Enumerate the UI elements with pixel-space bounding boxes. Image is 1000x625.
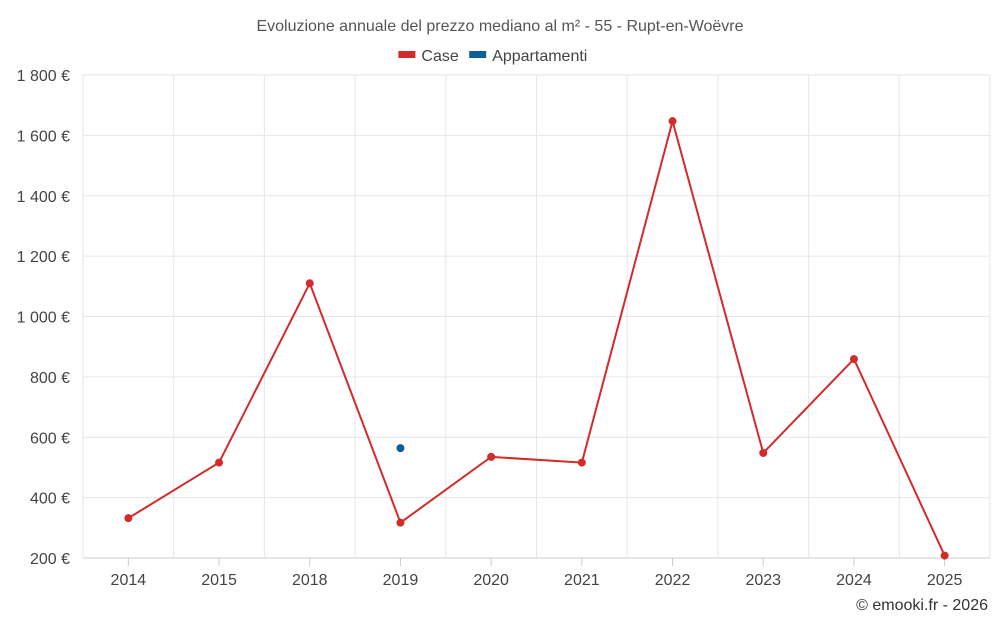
x-tick-label: 2015 — [201, 572, 237, 589]
legend-swatch — [469, 51, 487, 58]
data-point[interactable] — [215, 458, 224, 467]
legend-label[interactable]: Case — [421, 48, 458, 65]
legend: Case Appartamenti — [398, 48, 587, 65]
y-tick-label: 800 € — [30, 370, 70, 387]
x-tick-label: 2025 — [927, 572, 963, 589]
x-tick-label: 2019 — [383, 572, 419, 589]
y-tick-label: 1 800 € — [17, 68, 70, 85]
x-tick-label: 2024 — [836, 572, 872, 589]
y-tick-label: 1 600 € — [17, 128, 70, 145]
data-point[interactable] — [668, 117, 677, 126]
x-tick-label: 2023 — [745, 572, 781, 589]
y-tick-label: 600 € — [30, 430, 70, 447]
series-line-0 — [127, 117, 946, 557]
y-tick-label: 400 € — [30, 491, 70, 508]
data-point[interactable] — [396, 518, 405, 527]
y-axis: 200 € 400 € 600 € 800 € 1 000 € 1 200 € 1 400 … — [17, 68, 70, 568]
data-point[interactable] — [940, 551, 949, 560]
grid — [82, 74, 991, 559]
y-tick-label: 1 400 € — [17, 189, 70, 206]
data-point[interactable] — [305, 279, 314, 288]
data-point[interactable] — [577, 458, 586, 467]
series-layer — [124, 117, 949, 560]
x-tick-label: 2022 — [655, 572, 691, 589]
data-point[interactable] — [396, 444, 405, 453]
y-tick-label: 1 000 € — [17, 310, 70, 327]
data-point[interactable] — [849, 355, 858, 364]
x-axis: 2014 2015 2018 2019 2020 2021 2022 2023 2024 2025 — [111, 558, 963, 589]
data-point[interactable] — [487, 452, 496, 461]
x-tick-label: 2020 — [473, 572, 509, 589]
legend-label[interactable]: Appartamenti — [492, 48, 587, 65]
y-tick-label: 200 € — [30, 551, 70, 568]
x-tick-label: 2014 — [111, 572, 147, 589]
chart-title: Evoluzione annuale del prezzo mediano al… — [256, 18, 743, 35]
y-tick-label: 1 200 € — [17, 249, 70, 266]
data-point[interactable] — [124, 514, 133, 523]
credit-text: © emooki.fr - 2026 — [856, 597, 988, 614]
x-tick-label: 2021 — [564, 572, 600, 589]
x-tick-label: 2018 — [292, 572, 328, 589]
legend-swatch — [398, 51, 416, 58]
data-point[interactable] — [759, 448, 768, 457]
